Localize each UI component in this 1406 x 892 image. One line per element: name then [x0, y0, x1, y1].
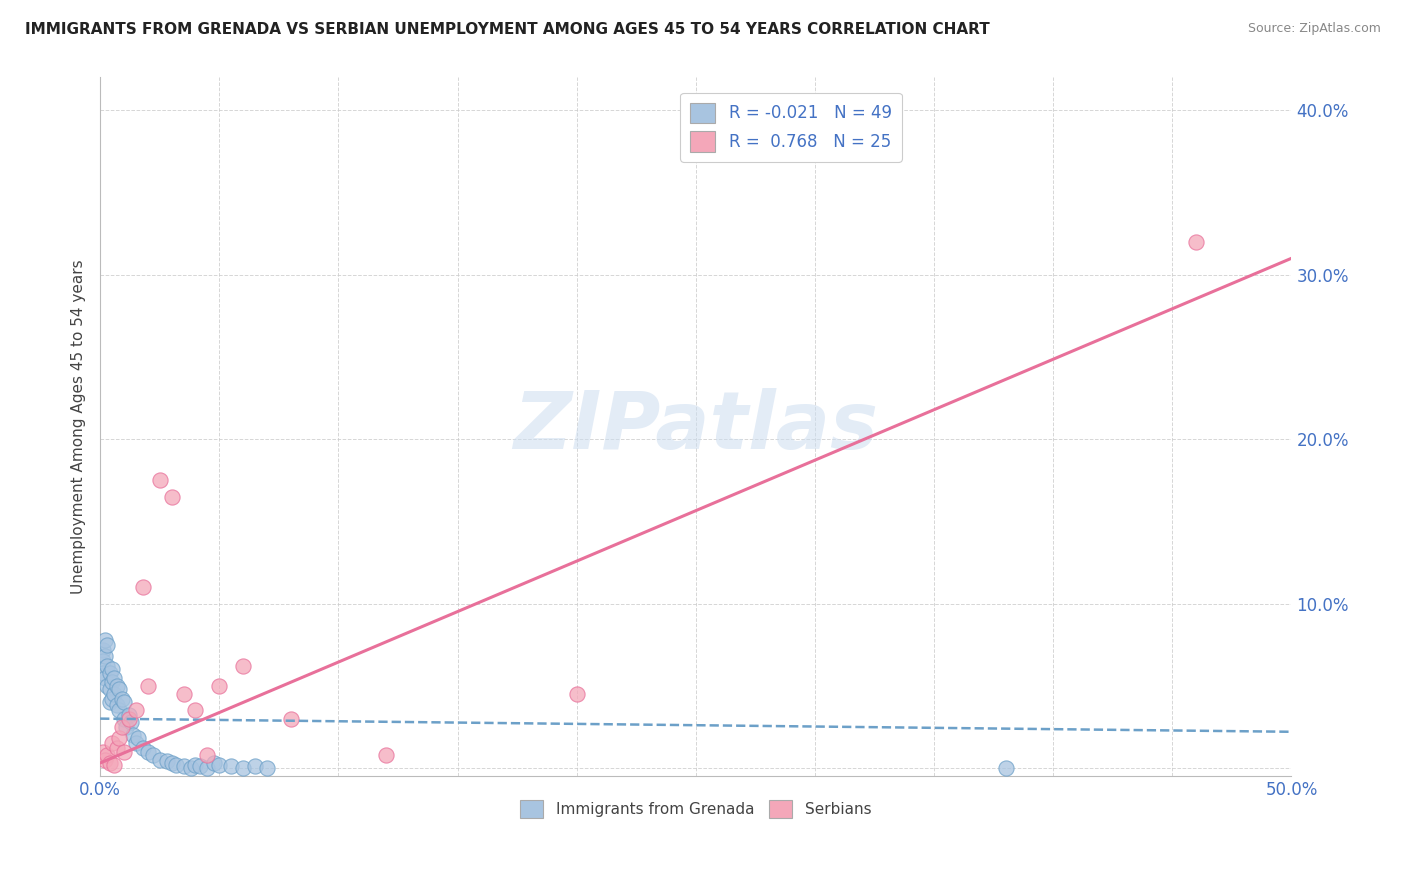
Y-axis label: Unemployment Among Ages 45 to 54 years: Unemployment Among Ages 45 to 54 years: [72, 260, 86, 594]
Point: [149, 753, 172, 767]
Point: [98, 695, 121, 709]
Point: [115, 720, 138, 734]
Point: [96, 638, 118, 652]
Point: [108, 731, 131, 746]
Point: [112, 695, 135, 709]
Text: IMMIGRANTS FROM GRENADA VS SERBIAN UNEMPLOYMENT AMONG AGES 45 TO 54 YEARS CORREL: IMMIGRANTS FROM GRENADA VS SERBIAN UNEMP…: [25, 22, 990, 37]
Point: [91, 745, 114, 759]
Point: [91, 654, 114, 668]
Point: [208, 679, 231, 693]
Point: [122, 728, 145, 742]
Point: [1185, 235, 1208, 249]
Point: [994, 761, 1017, 775]
Point: [118, 708, 141, 723]
Point: [98, 756, 121, 770]
Point: [375, 747, 398, 762]
Point: [120, 714, 142, 729]
Point: [204, 756, 226, 770]
Point: [94, 753, 117, 767]
Point: [256, 761, 278, 775]
Point: [96, 747, 118, 762]
Point: [110, 720, 132, 734]
Point: [280, 712, 302, 726]
Point: [98, 665, 121, 680]
Point: [132, 741, 155, 756]
Point: [101, 675, 124, 690]
Point: [188, 759, 211, 773]
Point: [103, 671, 125, 685]
Point: [101, 662, 124, 676]
Point: [173, 759, 195, 773]
Point: [184, 757, 207, 772]
Point: [112, 712, 135, 726]
Point: [96, 679, 118, 693]
Point: [101, 692, 124, 706]
Point: [136, 679, 159, 693]
Point: [195, 747, 218, 762]
Point: [565, 687, 588, 701]
Point: [105, 741, 128, 756]
Point: [103, 687, 125, 701]
Point: [96, 659, 118, 673]
Point: [184, 703, 207, 717]
Point: [125, 703, 148, 717]
Point: [91, 665, 114, 680]
Point: [141, 747, 163, 762]
Point: [118, 712, 141, 726]
Point: [98, 681, 121, 696]
Point: [243, 759, 266, 773]
Point: [195, 761, 218, 775]
Point: [101, 736, 124, 750]
Point: [149, 473, 172, 487]
Point: [108, 703, 131, 717]
Point: [103, 757, 125, 772]
Point: [132, 580, 155, 594]
Point: [160, 756, 183, 770]
Point: [173, 687, 195, 701]
Point: [232, 761, 254, 775]
Point: [156, 755, 179, 769]
Point: [94, 649, 117, 664]
Point: [180, 761, 202, 775]
Point: [165, 757, 187, 772]
Text: Source: ZipAtlas.com: Source: ZipAtlas.com: [1247, 22, 1381, 36]
Point: [127, 731, 149, 746]
Point: [105, 698, 128, 713]
Point: [105, 679, 128, 693]
Point: [110, 692, 132, 706]
Point: [232, 659, 254, 673]
Point: [112, 745, 135, 759]
Point: [91, 642, 114, 657]
Point: [108, 681, 131, 696]
Point: [208, 757, 231, 772]
Point: [125, 736, 148, 750]
Point: [136, 745, 159, 759]
Legend: Immigrants from Grenada, Serbians: Immigrants from Grenada, Serbians: [515, 794, 877, 824]
Point: [94, 671, 117, 685]
Point: [94, 632, 117, 647]
Point: [160, 490, 183, 504]
Text: ZIPatlas: ZIPatlas: [513, 388, 879, 466]
Point: [219, 759, 242, 773]
